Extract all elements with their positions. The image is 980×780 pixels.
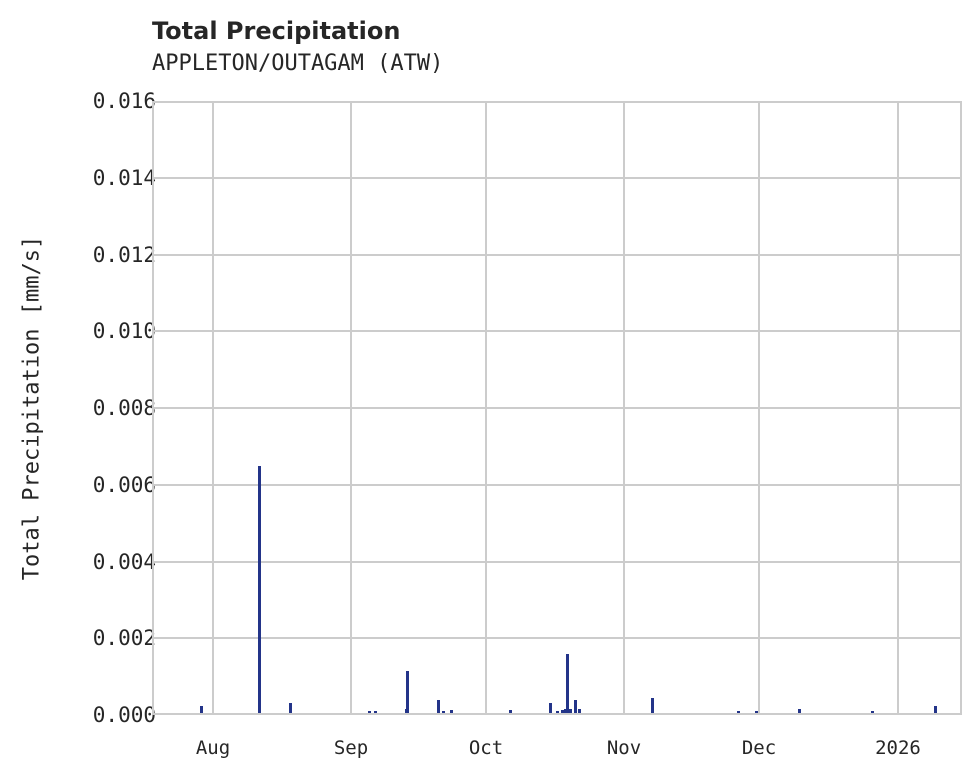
- gridline-vertical: [350, 103, 352, 713]
- precipitation-bar: [934, 706, 937, 713]
- precipitation-bar: [450, 709, 453, 713]
- x-tick-label: Nov: [606, 737, 642, 759]
- precipitation-bar: [871, 711, 874, 713]
- precipitation-bar: [564, 709, 567, 713]
- precipitation-bar: [437, 699, 440, 713]
- gridline-vertical: [485, 103, 487, 713]
- precipitation-bar: [798, 709, 801, 713]
- y-tick-label: 0.010: [92, 319, 156, 344]
- precipitation-bar: [566, 653, 569, 713]
- precipitation-bar: [258, 465, 261, 713]
- gridline-horizontal: [154, 407, 960, 409]
- chart-subtitle: APPLETON/OUTAGAM (ATW): [152, 51, 444, 76]
- y-tick-label: 0.016: [92, 89, 156, 113]
- precipitation-bar: [556, 711, 559, 713]
- gridline-horizontal: [154, 330, 960, 333]
- x-tick-label: Sep: [333, 737, 369, 759]
- gridline-horizontal: [154, 253, 960, 256]
- x-tick-label: Oct: [468, 737, 504, 759]
- gridline-horizontal: [154, 483, 960, 486]
- gridline-vertical: [897, 103, 899, 713]
- precipitation-bar: [755, 711, 758, 713]
- precipitation-bar: [200, 706, 203, 713]
- y-tick-label: 0.014: [92, 165, 156, 190]
- gridline-horizontal: [154, 560, 960, 563]
- precipitation-bar: [574, 699, 577, 713]
- precipitation-bar: [549, 702, 552, 713]
- precipitation-bar: [651, 697, 654, 713]
- precipitation-bar: [509, 709, 512, 713]
- y-tick-label: 0.006: [92, 472, 156, 497]
- precipitation-bar: [737, 711, 740, 713]
- y-axis-label: Total Precipitation [mm/s]: [19, 235, 45, 581]
- precipitation-bar: [374, 710, 377, 713]
- precipitation-bar: [368, 710, 371, 713]
- precipitation-bar: [561, 709, 564, 713]
- precipitation-bar: [569, 709, 572, 713]
- y-tick-label: 0.000: [92, 703, 156, 727]
- gridline-vertical: [623, 103, 625, 713]
- gridline-vertical: [758, 103, 760, 713]
- x-tick-label: 2026: [875, 737, 921, 759]
- gridline-horizontal: [154, 637, 960, 640]
- gridline-vertical: [212, 103, 214, 713]
- x-tick-label: Aug: [195, 737, 231, 759]
- chart-title: Total Precipitation: [152, 17, 401, 45]
- y-tick-label: 0.008: [92, 396, 156, 420]
- plot-area: [152, 101, 962, 715]
- precipitation-bar: [578, 709, 581, 713]
- precipitation-bar: [406, 671, 409, 713]
- precipitation-bar: [289, 703, 292, 713]
- y-tick-label: 0.012: [92, 242, 156, 267]
- x-tick-label: Dec: [741, 737, 777, 759]
- y-tick-label: 0.004: [92, 549, 156, 574]
- precipitation-bar: [442, 711, 445, 713]
- gridline-horizontal: [154, 176, 960, 179]
- y-tick-label: 0.002: [92, 626, 156, 651]
